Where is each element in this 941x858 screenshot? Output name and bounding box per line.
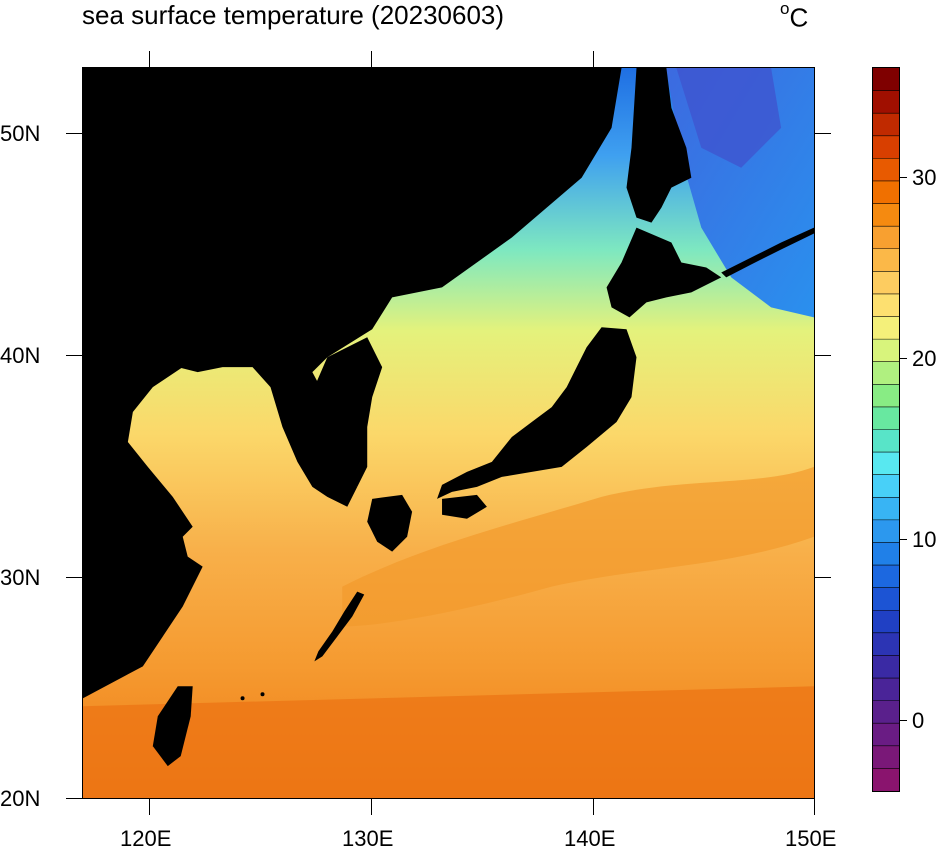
colorbar-swatch [873, 158, 899, 182]
land-korea [314, 337, 383, 487]
lon-label-140e: 140E [564, 826, 616, 851]
colorbar-swatch [873, 565, 899, 589]
land-islet [260, 692, 265, 697]
lat-tick-left [66, 355, 82, 356]
lat-tick-right [815, 577, 831, 578]
land-shikoku [442, 494, 487, 519]
lat-tick-left [66, 577, 82, 578]
colorbar-swatch [873, 90, 899, 114]
colorbar-swatch [873, 293, 899, 318]
colorbar-swatch [873, 678, 899, 702]
sst-map-canvas [83, 68, 814, 798]
colorbar-swatch [873, 316, 899, 340]
colorbar-swatch [873, 768, 899, 791]
lat-label-20n: 20N [0, 786, 41, 811]
lat-label-30n: 30N [0, 565, 41, 590]
colorbar-tick [900, 177, 907, 178]
colorbar-swatch [873, 429, 899, 453]
unit-label: oC [780, 0, 809, 34]
map-title: sea surface temperature (20230603) [82, 0, 505, 30]
colorbar-swatch [873, 361, 899, 385]
colorbar-swatch [873, 135, 899, 159]
land-hokkaido [606, 227, 722, 318]
lon-tick-top [371, 51, 372, 67]
land-taiwan [152, 686, 193, 767]
sst-map [82, 67, 815, 799]
colorbar [872, 67, 900, 792]
lon-tick-bottom [593, 799, 594, 815]
colorbar-swatch [873, 587, 899, 611]
colorbar-tick [900, 358, 907, 359]
colorbar-swatch [873, 452, 899, 476]
land-sakhalin [626, 68, 692, 223]
southern-warm-region [83, 686, 814, 798]
colorbar-label-20: 20 [912, 346, 937, 371]
colorbar-swatch [873, 655, 899, 679]
colorbar-swatch [873, 610, 899, 634]
colorbar-tick [900, 539, 907, 540]
land-islet [240, 696, 245, 701]
land-kuril-islands [721, 227, 814, 278]
colorbar-tick [900, 720, 907, 721]
lat-label-50n: 50N [0, 121, 41, 146]
colorbar-swatch [873, 745, 899, 770]
lat-tick-left [66, 798, 82, 799]
lat-label-40n: 40N [0, 343, 41, 368]
colorbar-label-0: 0 [912, 708, 925, 733]
unit-letter: C [789, 2, 809, 33]
lat-tick-right [815, 355, 831, 356]
degree-symbol: o [780, 0, 790, 18]
colorbar-swatch [873, 384, 899, 408]
kuroshio-warm-band [342, 466, 814, 627]
land-honshu [437, 327, 637, 499]
lon-tick-bottom [149, 799, 150, 815]
lat-tick-right [815, 133, 831, 134]
colorbar-swatch [873, 113, 899, 137]
lon-label-130e: 130E [342, 826, 394, 851]
okhotsk-coldest-patch [676, 68, 782, 168]
lon-label-150e: 150E [785, 826, 837, 851]
colorbar-swatch [873, 723, 899, 747]
colorbar-swatch [873, 542, 899, 566]
colorbar-swatch [873, 700, 899, 724]
lat-tick-left [66, 133, 82, 134]
colorbar-swatch [873, 406, 899, 431]
colorbar-swatch [873, 271, 899, 295]
colorbar-label-30: 30 [912, 165, 937, 190]
colorbar-swatches [873, 68, 899, 791]
colorbar-swatch [873, 180, 899, 205]
lon-tick-bottom [814, 799, 815, 815]
lon-tick-bottom [371, 799, 372, 815]
lon-tick-top [149, 51, 150, 67]
colorbar-swatch [873, 497, 899, 521]
lon-label-120e: 120E [120, 826, 172, 851]
colorbar-swatch [873, 632, 899, 657]
colorbar-swatch [873, 68, 899, 92]
colorbar-swatch [873, 203, 899, 227]
colorbar-swatch [873, 248, 899, 272]
colorbar-swatch [873, 339, 899, 363]
lon-tick-top [593, 51, 594, 67]
colorbar-swatch [873, 519, 899, 544]
land-ryukyu-islands [314, 591, 365, 662]
land-asia [83, 68, 622, 699]
land-kyushu [367, 494, 413, 552]
colorbar-label-10: 10 [912, 527, 937, 552]
colorbar-swatch [873, 474, 899, 498]
colorbar-swatch [873, 226, 899, 250]
